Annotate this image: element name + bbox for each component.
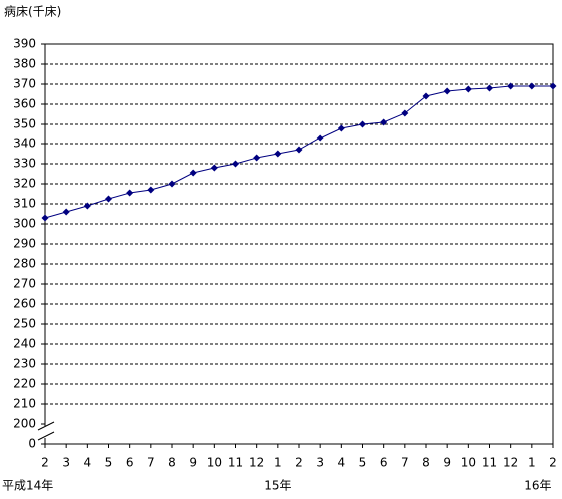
data-point bbox=[549, 82, 557, 90]
data-point bbox=[443, 87, 451, 95]
data-point bbox=[232, 160, 239, 168]
data-point bbox=[401, 109, 409, 117]
period-label: 平成14年 bbox=[2, 479, 53, 493]
x-tick-label: 11 bbox=[228, 456, 243, 470]
y-tick-label: 360 bbox=[13, 97, 36, 111]
data-point bbox=[507, 82, 515, 90]
y-tick-label: 290 bbox=[13, 237, 36, 251]
x-tick-label: 7 bbox=[147, 456, 155, 470]
data-point bbox=[274, 150, 282, 158]
x-tick-label: 9 bbox=[443, 456, 451, 470]
chart-title: 病床(千床) bbox=[4, 4, 61, 19]
data-point bbox=[486, 84, 493, 92]
data-point bbox=[210, 164, 218, 172]
x-tick-label: 4 bbox=[338, 456, 346, 470]
y-tick-label: 380 bbox=[13, 57, 36, 71]
data-point bbox=[41, 214, 49, 222]
data-point bbox=[189, 169, 197, 177]
y-tick-label: 370 bbox=[13, 77, 36, 91]
data-point bbox=[105, 195, 112, 203]
y-tick-label: 240 bbox=[13, 337, 36, 351]
data-point bbox=[337, 124, 345, 132]
x-tick-label: 2 bbox=[549, 456, 557, 470]
x-tick-label: 7 bbox=[401, 456, 409, 470]
data-point bbox=[126, 189, 134, 197]
y-tick-label: 260 bbox=[13, 297, 36, 311]
data-point bbox=[295, 146, 303, 154]
y-tick-label: 250 bbox=[13, 317, 36, 331]
x-tick-label: 10 bbox=[461, 456, 476, 470]
x-tick-label: 9 bbox=[189, 456, 197, 470]
x-tick-label: 2 bbox=[41, 456, 49, 470]
x-tick-label: 5 bbox=[359, 456, 367, 470]
x-tick-label: 2 bbox=[295, 456, 303, 470]
y-tick-label: 200 bbox=[13, 417, 36, 431]
data-point bbox=[380, 118, 388, 126]
x-tick-label: 6 bbox=[126, 456, 134, 470]
period-label: 15年 bbox=[264, 479, 291, 493]
data-point bbox=[168, 180, 176, 188]
x-tick-label: 12 bbox=[503, 456, 518, 470]
period-label: 16年 bbox=[524, 479, 551, 493]
y-tick-label: 320 bbox=[13, 177, 36, 191]
x-tick-label: 5 bbox=[105, 456, 113, 470]
x-tick-label: 11 bbox=[482, 456, 497, 470]
data-point bbox=[464, 85, 472, 93]
data-point bbox=[62, 208, 70, 216]
x-tick-label: 3 bbox=[316, 456, 324, 470]
y-tick-label: 340 bbox=[13, 137, 36, 151]
data-point bbox=[528, 82, 536, 90]
x-tick-label: 10 bbox=[207, 456, 222, 470]
y-tick-label: 230 bbox=[13, 357, 36, 371]
y-tick-label: 220 bbox=[13, 377, 36, 391]
y-tick-label: 300 bbox=[13, 217, 36, 231]
x-tick-label: 3 bbox=[62, 456, 70, 470]
data-point bbox=[422, 92, 430, 100]
y-tick-label: 310 bbox=[13, 197, 36, 211]
x-tick-label: 12 bbox=[249, 456, 264, 470]
x-tick-label: 1 bbox=[528, 456, 536, 470]
x-tick-label: 8 bbox=[168, 456, 176, 470]
x-tick-label: 4 bbox=[84, 456, 92, 470]
y-tick-label: 390 bbox=[13, 37, 36, 51]
x-tick-label: 6 bbox=[380, 456, 388, 470]
x-tick-label: 8 bbox=[422, 456, 430, 470]
data-point bbox=[316, 134, 324, 142]
y-tick-label: 350 bbox=[13, 117, 36, 131]
data-point bbox=[253, 154, 261, 162]
y-tick-label: 330 bbox=[13, 157, 36, 171]
data-point bbox=[83, 202, 91, 210]
y-tick-label: 280 bbox=[13, 257, 36, 271]
y-tick-label: 210 bbox=[13, 397, 36, 411]
y-tick-label: 0 bbox=[28, 437, 36, 451]
x-tick-label: 1 bbox=[274, 456, 282, 470]
data-point bbox=[359, 120, 366, 128]
data-point bbox=[147, 186, 155, 194]
y-tick-label: 270 bbox=[13, 277, 36, 291]
axis-break bbox=[37, 431, 55, 441]
axis-break bbox=[37, 421, 55, 431]
